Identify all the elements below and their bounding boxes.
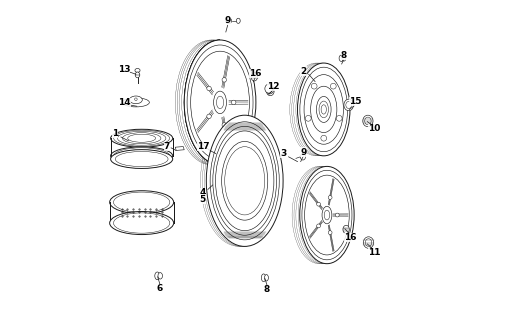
- Ellipse shape: [264, 275, 268, 281]
- Ellipse shape: [297, 63, 350, 156]
- Circle shape: [207, 114, 211, 119]
- Circle shape: [207, 86, 211, 91]
- Text: 7: 7: [164, 142, 170, 151]
- Ellipse shape: [322, 206, 332, 224]
- Circle shape: [311, 83, 317, 89]
- Ellipse shape: [266, 85, 273, 94]
- Text: 16: 16: [249, 69, 261, 78]
- Ellipse shape: [265, 84, 272, 93]
- Text: 10: 10: [368, 124, 381, 133]
- Text: 9: 9: [225, 16, 231, 25]
- Text: 9: 9: [300, 148, 306, 156]
- Ellipse shape: [110, 191, 174, 214]
- Ellipse shape: [184, 40, 256, 165]
- Text: 3: 3: [280, 149, 286, 158]
- Text: 11: 11: [368, 248, 381, 257]
- Ellipse shape: [342, 55, 346, 61]
- Text: 4: 4: [199, 188, 205, 197]
- Circle shape: [328, 231, 332, 235]
- Text: 8: 8: [264, 285, 270, 294]
- Circle shape: [305, 116, 311, 121]
- Ellipse shape: [267, 87, 274, 96]
- Ellipse shape: [110, 129, 173, 147]
- Ellipse shape: [155, 272, 160, 280]
- Polygon shape: [110, 202, 174, 223]
- Ellipse shape: [130, 96, 142, 104]
- Circle shape: [232, 100, 236, 105]
- Text: 8: 8: [341, 51, 347, 60]
- Text: 1: 1: [112, 129, 118, 138]
- Circle shape: [316, 202, 321, 206]
- Polygon shape: [175, 147, 184, 150]
- Ellipse shape: [344, 99, 354, 111]
- Polygon shape: [110, 138, 173, 156]
- Text: 12: 12: [267, 82, 280, 91]
- Circle shape: [222, 78, 227, 82]
- Ellipse shape: [261, 274, 266, 282]
- Circle shape: [328, 196, 332, 199]
- Ellipse shape: [221, 141, 268, 220]
- Ellipse shape: [135, 72, 140, 78]
- Ellipse shape: [110, 150, 173, 168]
- Ellipse shape: [110, 212, 174, 235]
- Ellipse shape: [339, 55, 344, 61]
- Text: 6: 6: [157, 284, 163, 293]
- Ellipse shape: [363, 237, 374, 248]
- Text: 13: 13: [118, 65, 130, 74]
- Ellipse shape: [226, 18, 232, 24]
- Text: 14: 14: [118, 98, 131, 107]
- Ellipse shape: [135, 68, 140, 72]
- Ellipse shape: [301, 154, 305, 160]
- Text: 17: 17: [197, 142, 209, 151]
- Ellipse shape: [213, 91, 227, 114]
- Ellipse shape: [363, 115, 373, 127]
- Text: 5: 5: [199, 195, 205, 204]
- Ellipse shape: [343, 225, 349, 234]
- Text: 2: 2: [300, 67, 306, 76]
- Circle shape: [222, 123, 227, 127]
- Ellipse shape: [158, 273, 162, 279]
- Ellipse shape: [123, 98, 149, 107]
- Text: 16: 16: [344, 233, 356, 242]
- Ellipse shape: [236, 18, 240, 23]
- Ellipse shape: [110, 147, 173, 165]
- Circle shape: [336, 213, 339, 217]
- Circle shape: [321, 135, 327, 141]
- Ellipse shape: [251, 73, 258, 81]
- Ellipse shape: [316, 96, 331, 123]
- Ellipse shape: [207, 115, 283, 246]
- Circle shape: [336, 116, 342, 121]
- Circle shape: [330, 83, 336, 89]
- Circle shape: [316, 224, 321, 228]
- Ellipse shape: [299, 166, 354, 264]
- Text: 15: 15: [349, 97, 362, 106]
